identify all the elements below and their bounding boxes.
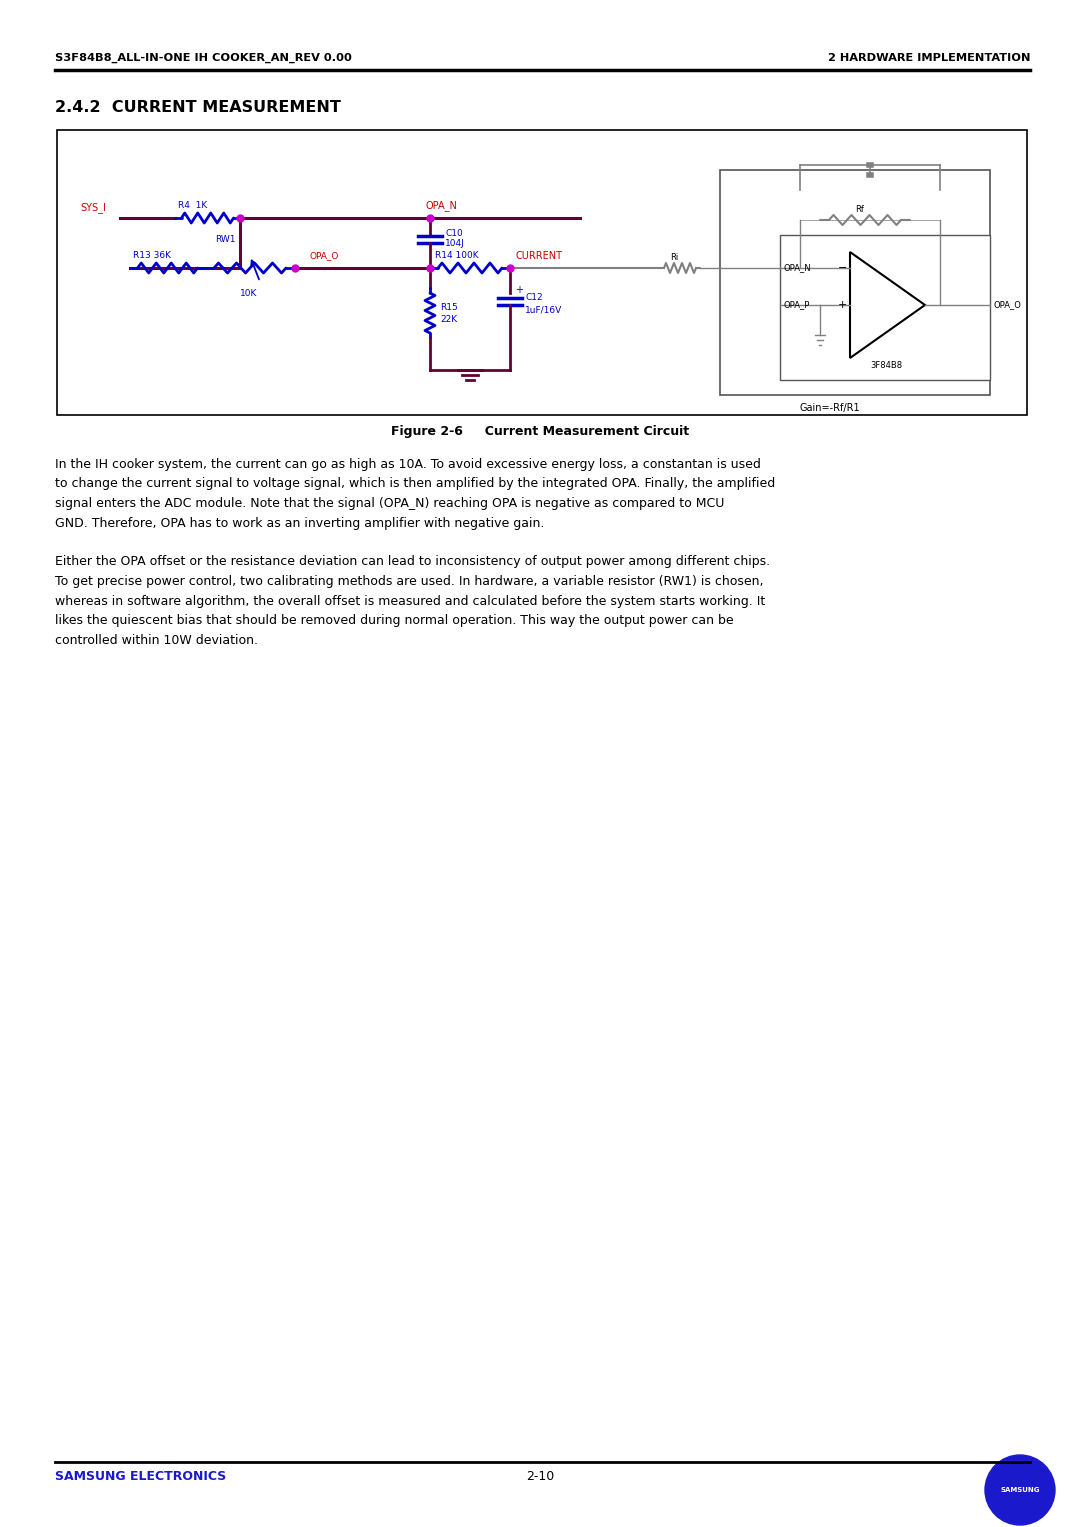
Text: OPA_O: OPA_O <box>993 301 1021 310</box>
Text: 3F84B8: 3F84B8 <box>870 360 902 370</box>
Text: 1uF/16V: 1uF/16V <box>525 305 563 315</box>
Text: OPA_N: OPA_N <box>426 200 457 211</box>
Text: C12: C12 <box>525 293 542 302</box>
Text: R4  1K: R4 1K <box>178 202 207 211</box>
Bar <box>57 130 1027 415</box>
Text: R14 100K: R14 100K <box>435 252 478 261</box>
Circle shape <box>985 1455 1055 1525</box>
Text: 2.4.2  CURRENT MEASUREMENT: 2.4.2 CURRENT MEASUREMENT <box>55 101 341 116</box>
Bar <box>780 235 990 380</box>
Text: R13 36K: R13 36K <box>133 252 171 261</box>
Text: C10: C10 <box>445 229 462 238</box>
Text: Gain=-Rf/R1: Gain=-Rf/R1 <box>800 403 861 412</box>
Text: CURRENT: CURRENT <box>515 250 562 261</box>
Text: 2-10: 2-10 <box>526 1471 554 1484</box>
Text: S3F84B8_ALL-IN-ONE IH COOKER_AN_REV 0.00: S3F84B8_ALL-IN-ONE IH COOKER_AN_REV 0.00 <box>55 53 352 63</box>
Text: SAMSUNG ELECTRONICS: SAMSUNG ELECTRONICS <box>55 1471 226 1484</box>
Text: SYS_I: SYS_I <box>80 203 106 214</box>
Text: R15: R15 <box>440 304 458 313</box>
Bar <box>720 169 990 395</box>
Text: controlled within 10W deviation.: controlled within 10W deviation. <box>55 634 258 646</box>
Text: In the IH cooker system, the current can go as high as 10A. To avoid excessive e: In the IH cooker system, the current can… <box>55 458 761 470</box>
Text: 2 HARDWARE IMPLEMENTATION: 2 HARDWARE IMPLEMENTATION <box>827 53 1030 63</box>
Text: RW1: RW1 <box>215 235 235 244</box>
Text: signal enters the ADC module. Note that the signal (OPA_N) reaching OPA is negat: signal enters the ADC module. Note that … <box>55 496 725 510</box>
Text: Rf: Rf <box>855 206 864 214</box>
Text: GND. Therefore, OPA has to work as an inverting amplifier with negative gain.: GND. Therefore, OPA has to work as an in… <box>55 516 544 530</box>
Text: SAMSUNG: SAMSUNG <box>1000 1487 1040 1493</box>
Text: likes the quiescent bias that should be removed during normal operation. This wa: likes the quiescent bias that should be … <box>55 614 733 628</box>
Text: Figure 2-6     Current Measurement Circuit: Figure 2-6 Current Measurement Circuit <box>391 426 689 438</box>
Text: +: + <box>838 299 848 310</box>
Text: OPA_P: OPA_P <box>783 301 809 310</box>
Text: 10K: 10K <box>240 289 257 298</box>
Text: −: − <box>838 263 848 273</box>
Text: To get precise power control, two calibrating methods are used. In hardware, a v: To get precise power control, two calibr… <box>55 576 764 588</box>
Text: Either the OPA offset or the resistance deviation can lead to inconsistency of o: Either the OPA offset or the resistance … <box>55 556 770 568</box>
Text: Ri: Ri <box>670 253 678 263</box>
Text: whereas in software algorithm, the overall offset is measured and calculated bef: whereas in software algorithm, the overa… <box>55 594 766 608</box>
Text: 104J: 104J <box>445 238 464 247</box>
Text: OPA_O: OPA_O <box>310 252 339 261</box>
Text: to change the current signal to voltage signal, which is then amplified by the i: to change the current signal to voltage … <box>55 478 775 490</box>
Text: 22K: 22K <box>440 316 457 325</box>
Text: +: + <box>515 286 523 295</box>
Text: OPA_N: OPA_N <box>783 264 811 272</box>
